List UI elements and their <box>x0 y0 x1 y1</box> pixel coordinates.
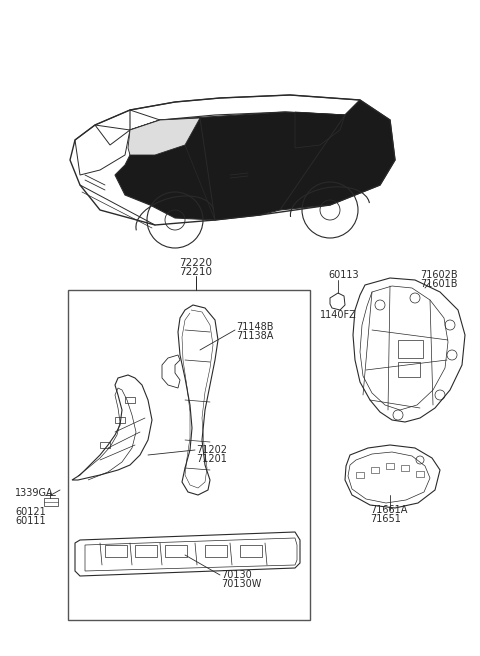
Bar <box>240 545 262 557</box>
Text: 60121: 60121 <box>15 507 46 517</box>
Text: 71602B: 71602B <box>420 270 457 280</box>
Bar <box>68 290 310 620</box>
Bar <box>105 545 127 557</box>
Text: 72220: 72220 <box>180 258 213 268</box>
Polygon shape <box>295 112 345 148</box>
Bar <box>125 397 135 403</box>
Bar <box>135 545 157 557</box>
Bar <box>398 340 423 358</box>
Text: 71661A: 71661A <box>370 505 408 515</box>
Text: 71202: 71202 <box>196 445 227 455</box>
Bar <box>115 417 125 423</box>
Polygon shape <box>128 118 200 155</box>
Text: 71148B: 71148B <box>236 322 274 332</box>
Text: 70130: 70130 <box>221 570 252 580</box>
Bar <box>398 362 420 377</box>
Text: 60111: 60111 <box>15 516 46 526</box>
Bar <box>386 463 394 469</box>
Polygon shape <box>115 100 395 220</box>
Text: 72210: 72210 <box>180 267 213 277</box>
Text: 71601B: 71601B <box>420 279 457 289</box>
Text: 60113: 60113 <box>328 270 359 280</box>
Text: 70130W: 70130W <box>221 579 262 589</box>
Text: 1339GA: 1339GA <box>15 488 54 498</box>
Bar <box>416 471 424 477</box>
Text: 71138A: 71138A <box>236 331 274 341</box>
Bar <box>371 467 379 473</box>
Text: 71201: 71201 <box>196 454 227 464</box>
Bar <box>356 472 364 478</box>
Bar <box>100 442 110 448</box>
Bar <box>165 545 187 557</box>
Bar <box>44 498 58 506</box>
Bar <box>205 545 227 557</box>
Text: 71651: 71651 <box>370 514 401 524</box>
Text: 1140FZ: 1140FZ <box>320 310 357 320</box>
Bar <box>401 465 409 471</box>
